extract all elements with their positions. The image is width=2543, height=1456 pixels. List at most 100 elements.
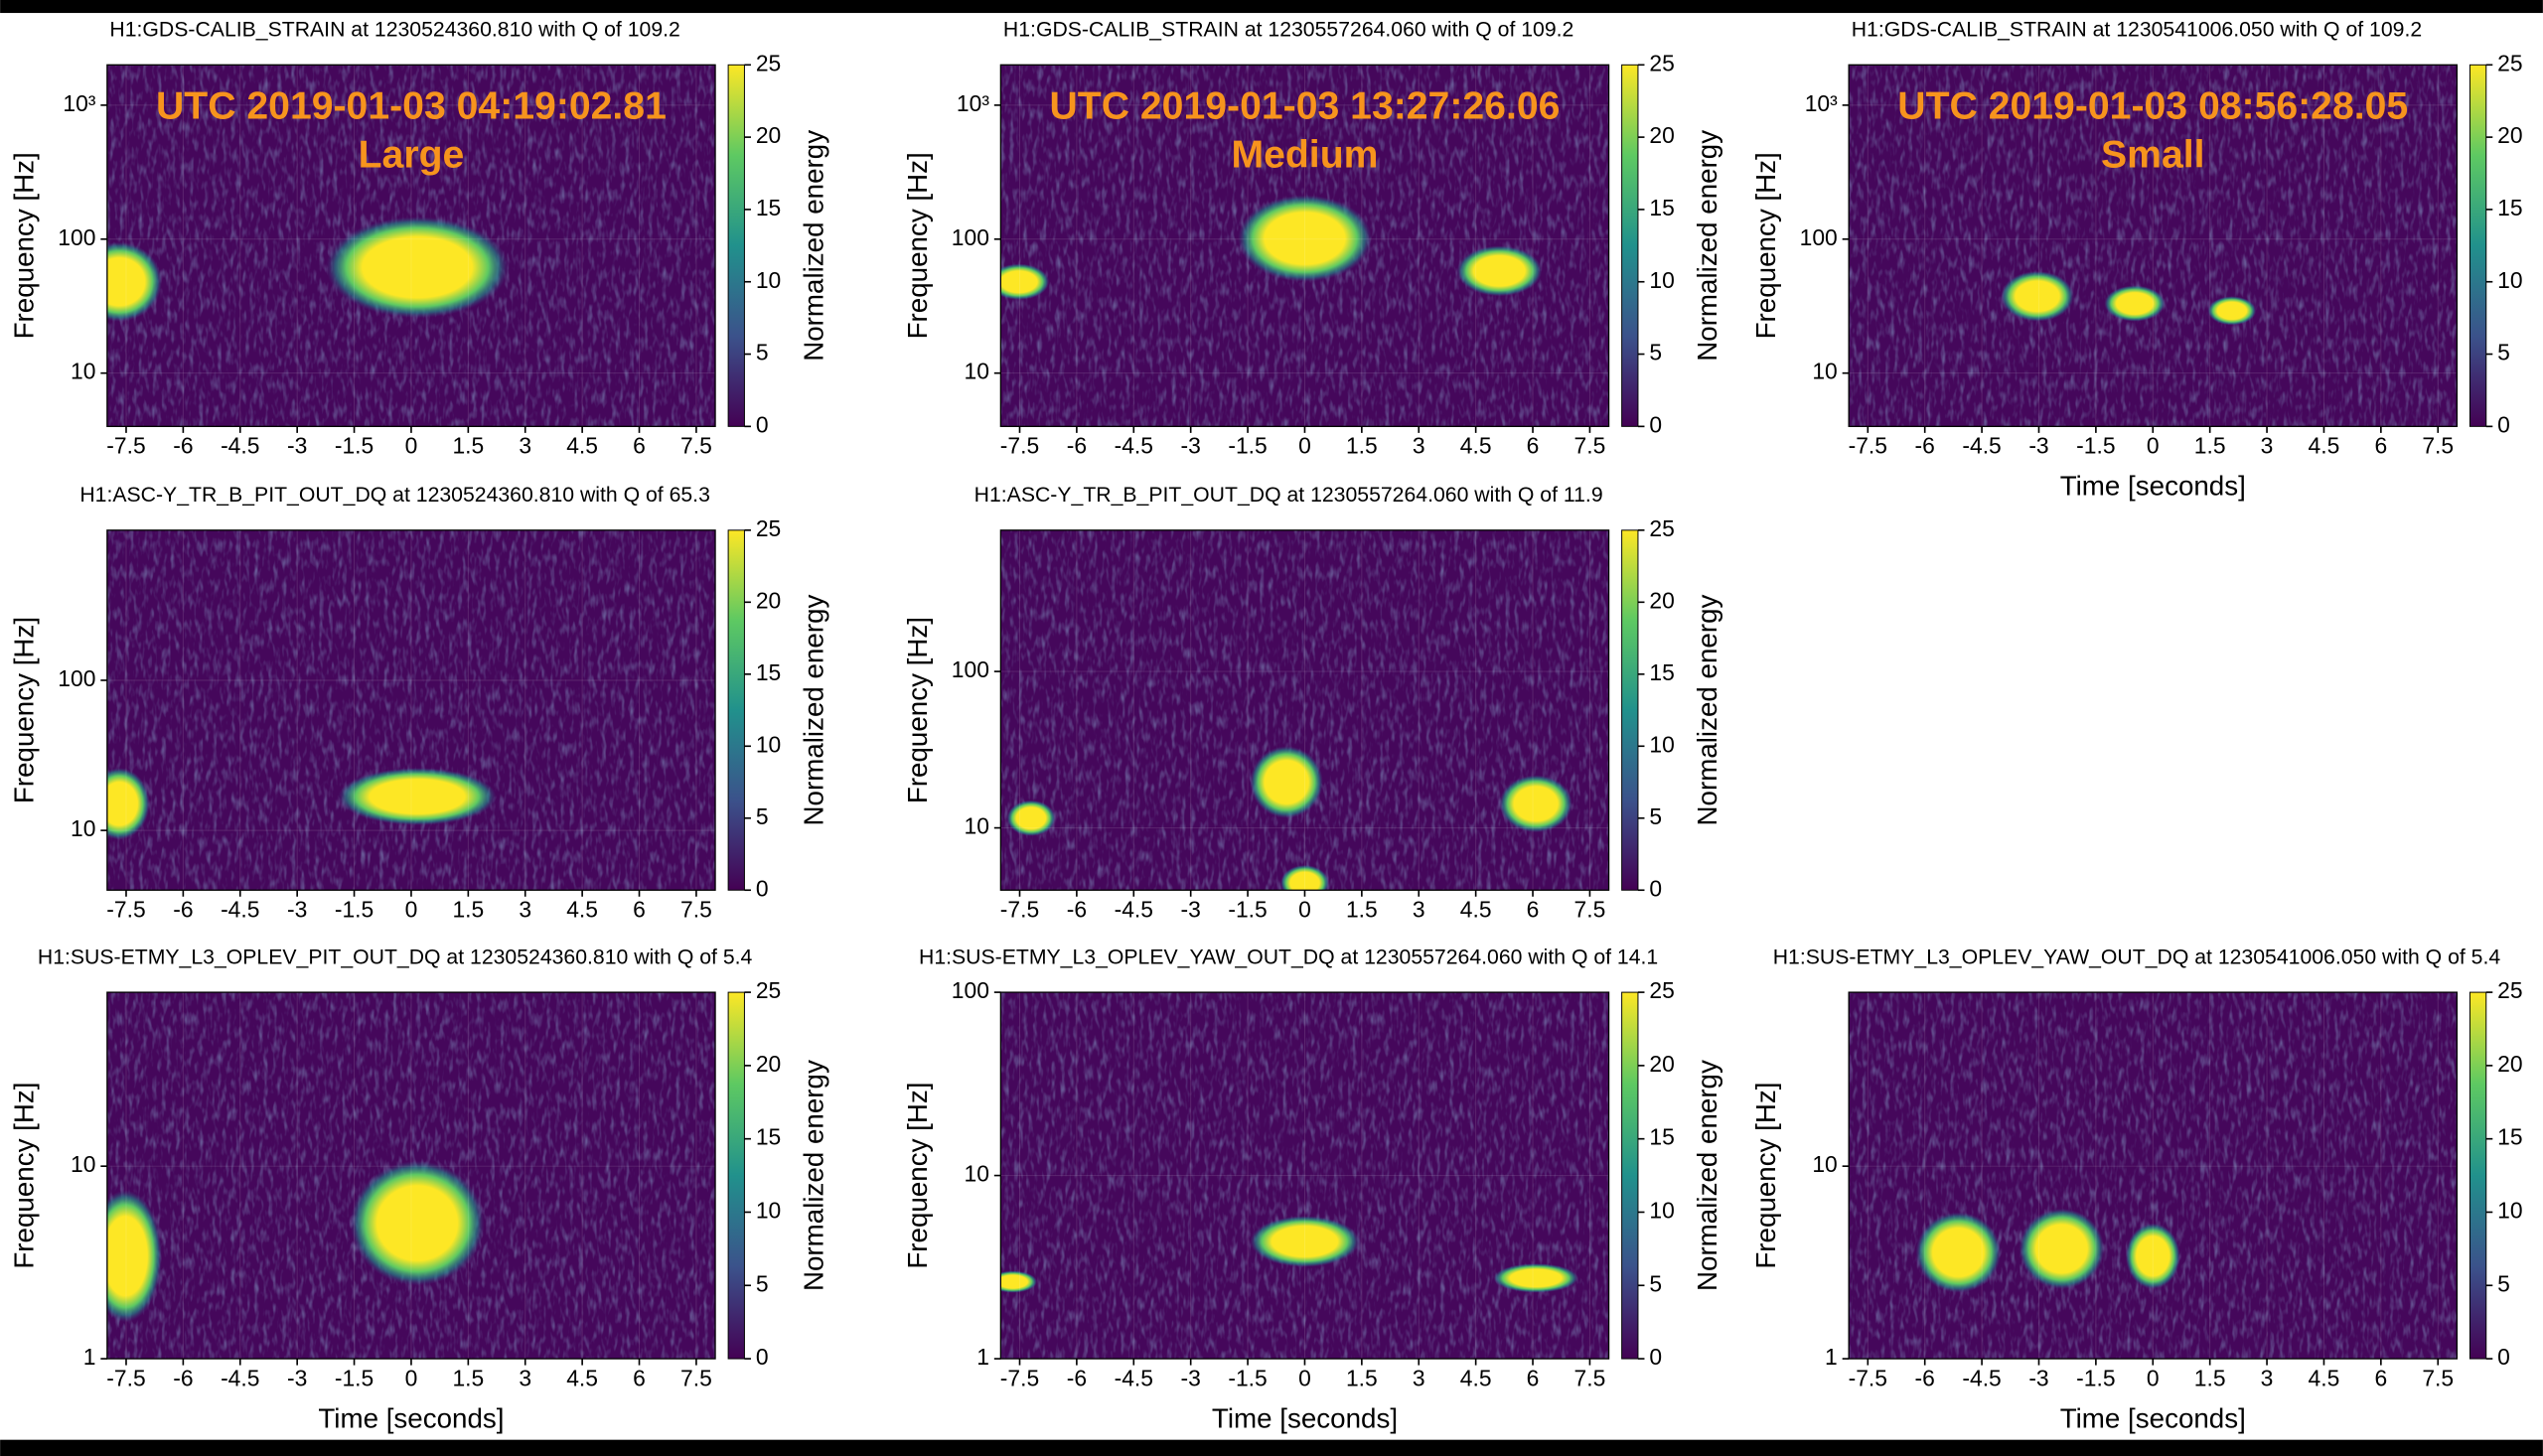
- colorbar-tick-label: 25: [1649, 50, 1674, 75]
- x-tick-label: -4.5: [1115, 433, 1153, 459]
- plot-area: [1000, 65, 1609, 427]
- x-tick-label: -3: [2028, 433, 2048, 459]
- x-tick-label: -6: [1067, 897, 1087, 923]
- colorbar-tick-label: 10: [756, 731, 781, 757]
- panel-title: H1:ASC-Y_TR_B_PIT_OUT_DQ at 1230524360.8…: [79, 484, 710, 507]
- panel: -7.5 -6 -4.5 -3 -1.5 0 1.5 3 4.5 6 7.510100H1:ASC-…: [902, 484, 1722, 922]
- x-axis-label: Time [seconds]: [318, 1402, 504, 1433]
- x-tick-label: -7.5: [1849, 1365, 1887, 1390]
- y-tick-label: 10: [71, 359, 95, 384]
- y-tick-label: 10³: [957, 90, 989, 116]
- colorbar-label: Normalized energy: [2540, 130, 2543, 362]
- plot-frame: [999, 64, 1610, 428]
- spectrogram-noise: [106, 529, 716, 891]
- colorbar-tick-label: 25: [756, 977, 781, 1003]
- colorbar-tick-label: 20: [1649, 587, 1674, 613]
- colorbar-tick-label: 0: [756, 411, 769, 437]
- x-tick-label: 3: [1413, 1365, 1425, 1390]
- energy-blob: [106, 241, 162, 322]
- y-tick-label: 10: [71, 1151, 95, 1177]
- colorbar-tick-label: 20: [756, 122, 781, 148]
- colorbar-tick-label: 25: [2497, 50, 2522, 75]
- x-tick-label: 6: [2374, 433, 2387, 459]
- plot-frame: [999, 529, 1610, 891]
- x-tick-label: 7.5: [1574, 433, 1606, 459]
- x-tick-label: 7.5: [680, 433, 712, 459]
- colorbar-tick-label: 15: [2497, 195, 2522, 220]
- x-tick-label: 1.5: [452, 1365, 484, 1390]
- x-tick-label: 3: [519, 897, 531, 923]
- x-tick-label: -7.5: [1000, 897, 1039, 923]
- x-tick-label: -3: [287, 433, 307, 459]
- y-axis-label: Frequency [Hz]: [9, 617, 40, 803]
- x-tick-label: -1.5: [1228, 433, 1267, 459]
- x-tick-label: 3: [519, 433, 531, 459]
- x-tick-label: 6: [1527, 1365, 1540, 1390]
- colorbar-tick-label: 25: [2497, 977, 2522, 1003]
- energy-blob: [2207, 296, 2257, 326]
- x-tick-label: 4.5: [1460, 433, 1492, 459]
- x-tick-label: 6: [1527, 433, 1540, 459]
- colorbar-tick-label: 0: [2497, 411, 2510, 437]
- x-tick-label: 4.5: [566, 433, 598, 459]
- colorbar-tick-label: 15: [756, 1124, 781, 1150]
- energy-blob: [350, 1160, 485, 1286]
- x-tick-label: 3: [2261, 1365, 2274, 1390]
- colorbar-tick-label: 20: [1649, 1051, 1674, 1077]
- x-tick-label: -6: [1915, 433, 1935, 459]
- y-tick-label: 10: [965, 813, 989, 839]
- x-tick-label: -1.5: [1228, 1365, 1267, 1390]
- energy-blob: [1915, 1212, 2002, 1293]
- x-tick-label: 4.5: [566, 1365, 598, 1390]
- x-tick-label: 6: [633, 897, 646, 923]
- energy-blob: [1006, 800, 1056, 836]
- colorbar-tick-label: 10: [1649, 1198, 1674, 1224]
- colorbar-tick-label: 15: [1649, 1124, 1674, 1150]
- x-tick-label: 1.5: [1346, 433, 1378, 459]
- colorbar-label: Normalized energy: [1692, 594, 1722, 825]
- x-tick-label: -4.5: [221, 897, 259, 923]
- colorbar-tick-label: 5: [2497, 340, 2510, 365]
- colorbar-tick-label: 0: [1649, 875, 1662, 901]
- energy-blob: [1493, 1263, 1578, 1293]
- energy-blob: [2001, 270, 2074, 322]
- colorbar-tick-label: 5: [756, 1270, 769, 1296]
- panel: -7.5 -6 -4.5 -3 -1.5 0 1.5 3 4.5 6 7.51010010³H1:G…: [9, 19, 829, 459]
- colorbar-tick-label: 10: [756, 1198, 781, 1224]
- colorbar-tick-label: 0: [756, 875, 769, 901]
- y-axis-label: Frequency [Hz]: [9, 1082, 40, 1268]
- y-tick-label: 1: [976, 1344, 989, 1370]
- plot-frame: [999, 991, 1610, 1360]
- x-tick-label: -6: [1915, 1365, 1935, 1390]
- panel: -7.5 -6 -4.5 -3 -1.5 0 1.5 3 4.5 6 7.5110100H1:SUS…: [902, 946, 1722, 1433]
- panel: -7.5 -6 -4.5 -3 -1.5 0 1.5 3 4.5 6 7.510100H1:ASC-…: [9, 484, 829, 922]
- x-tick-label: -1.5: [2076, 433, 2115, 459]
- energy-blob: [1000, 1270, 1038, 1293]
- x-tick-label: 1.5: [2194, 433, 2226, 459]
- colorbar-tick-label: 5: [756, 803, 769, 829]
- y-axis-label: Frequency [Hz]: [902, 1082, 933, 1268]
- x-tick-label: -1.5: [1228, 897, 1267, 923]
- panel: -7.5 -6 -4.5 -3 -1.5 0 1.5 3 4.5 6 7.51010010³H1:G…: [1750, 19, 2543, 502]
- x-tick-label: -4.5: [221, 433, 259, 459]
- colorbar-tick-label: 20: [2497, 1051, 2522, 1077]
- colorbar: [727, 529, 745, 891]
- energy-blob: [106, 1190, 162, 1323]
- colorbar: [1621, 64, 1639, 427]
- colorbar-tick-label: 5: [1649, 1270, 1662, 1296]
- x-tick-label: -4.5: [1962, 1365, 2001, 1390]
- x-tick-label: 7.5: [680, 1365, 712, 1390]
- colorbar: [1621, 991, 1639, 1360]
- colorbar-label: Normalized energy: [799, 1060, 829, 1291]
- colorbar-tick-label: 10: [756, 267, 781, 293]
- x-tick-label: -3: [1181, 433, 1201, 459]
- annotation: Small: [2101, 134, 2205, 177]
- x-tick-label: 6: [633, 433, 646, 459]
- energy-blob: [106, 768, 150, 840]
- y-tick-label: 100: [952, 656, 989, 682]
- x-tick-label: -1.5: [335, 897, 374, 923]
- x-tick-label: 0: [405, 897, 418, 923]
- panel-title: H1:GDS-CALIB_STRAIN at 1230557264.060 wi…: [1003, 19, 1573, 42]
- panel: -7.5 -6 -4.5 -3 -1.5 0 1.5 3 4.5 6 7.5 1 10 H1:SUS-ET…: [9, 946, 829, 1433]
